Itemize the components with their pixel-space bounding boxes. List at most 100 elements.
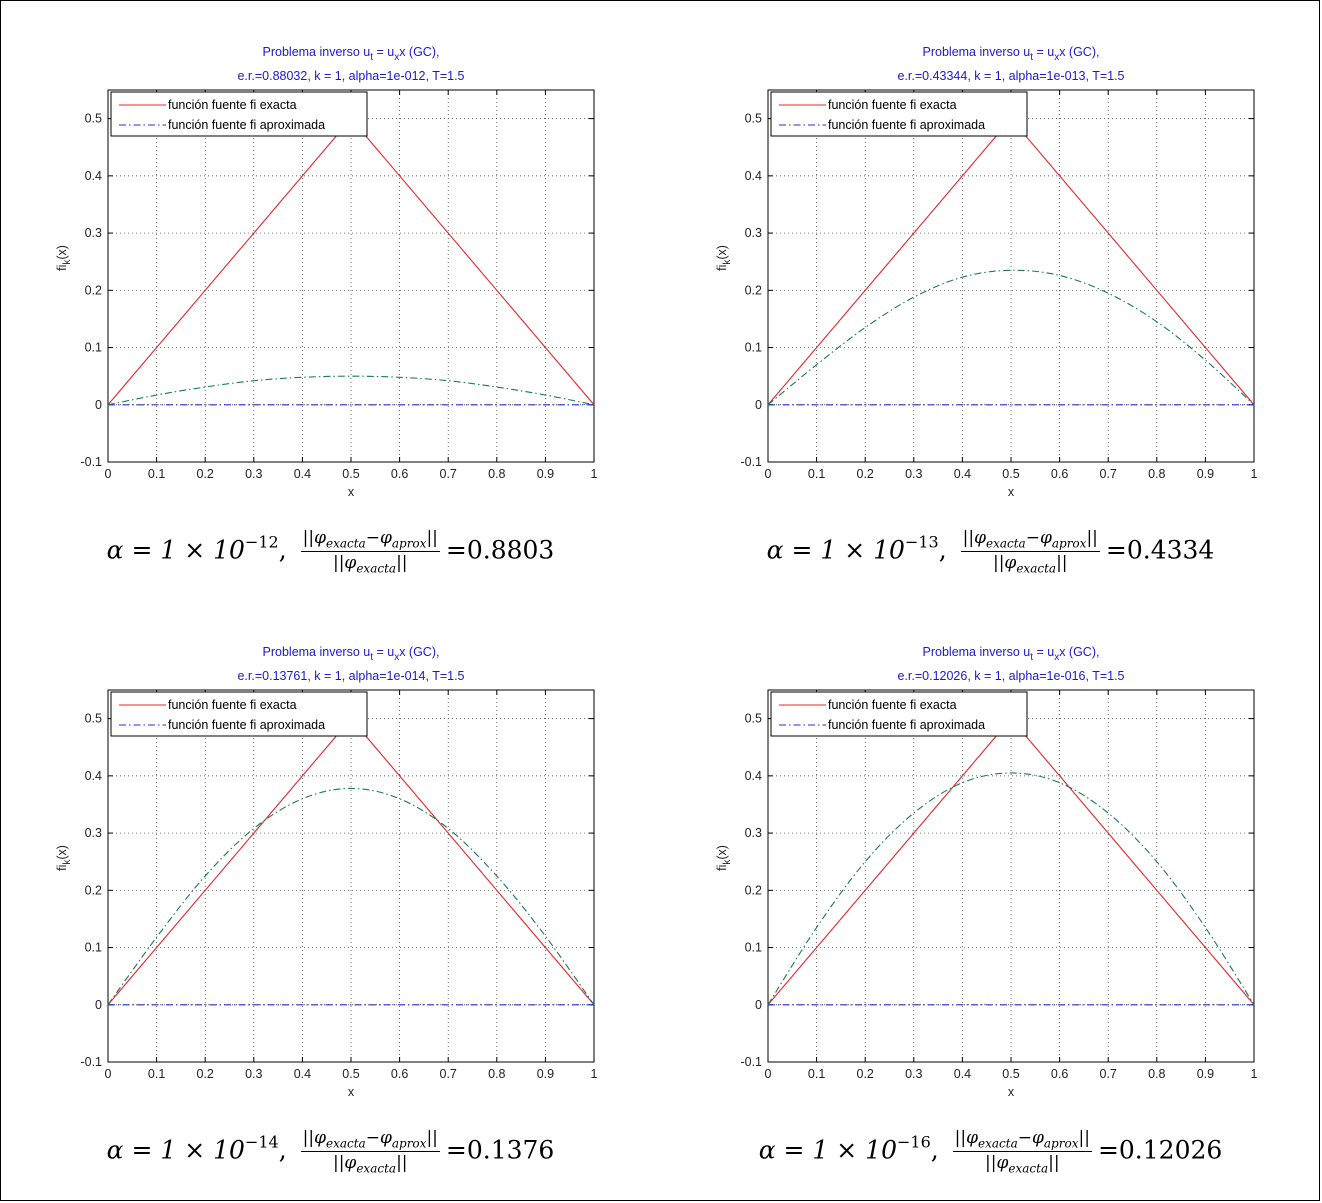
legend-label-1: función fuente fi exacta — [828, 698, 957, 712]
caption-denominator: ||φexacta|| — [332, 1153, 408, 1176]
x-tick-label: 0.9 — [1197, 1067, 1214, 1081]
caption-alpha: α = 1 × 10 — [758, 1135, 897, 1165]
caption-value: =0.4334 — [1105, 535, 1215, 565]
x-axis-label: x — [1008, 485, 1015, 499]
chart-svg-1: 0 0.1 0.2 0.3 0.4 0.5 0.6 0.7 0.8 0.9 1-0.100.10.2… — [55, 45, 598, 499]
x-tick-label: 0 — [105, 1067, 112, 1081]
legend-box — [770, 691, 1028, 737]
legend-label-1: función fuente fi exacta — [168, 98, 297, 112]
x-tick-label: 1 — [591, 1067, 598, 1081]
x-tick-label: 0.1 — [148, 467, 165, 481]
y-tick-label: 0.3 — [745, 826, 762, 840]
y-tick-label: 0.1 — [85, 341, 102, 355]
legend-box — [110, 691, 368, 737]
caption-denominator: ||φexacta|| — [985, 1153, 1060, 1176]
x-tick-label: 0.1 — [148, 1067, 165, 1081]
legend-label-2: función fuente fi aproximada — [168, 118, 325, 132]
y-tick-label: 0.1 — [85, 941, 102, 955]
legend-box — [770, 91, 1028, 137]
caption-denominator: ||φexacta|| — [992, 553, 1068, 576]
y-tick-label: 0.5 — [85, 112, 102, 126]
x-tick-label: 1 — [591, 467, 598, 481]
y-tick-label: 0.5 — [85, 712, 102, 726]
chart-subtitle: e.r.=0.43344, k = 1, alpha=1e-013, T=1.5 — [897, 69, 1124, 83]
x-tick-label: 0.6 — [391, 1067, 408, 1081]
x-tick-label: 0.3 — [245, 467, 262, 481]
y-tick-label: 0.2 — [745, 883, 762, 897]
y-tick-label: 0.4 — [85, 169, 102, 183]
caption-denominator: ||φexacta|| — [332, 553, 408, 576]
chart-panel-2: 0 0.1 0.2 0.3 0.4 0.5 0.6 0.7 0.8 0.9 1 -0.1 0 0.1 0.2… — [660, 0, 1321, 600]
caption-fraction: ||φexacta−φaprox|| ||φexacta|| — [952, 1128, 1092, 1176]
y-tick-label: -0.1 — [740, 1055, 762, 1069]
x-tick-label: 0.1 — [808, 467, 825, 481]
chart-subtitle: e.r.=0.12026, k = 1, alpha=1e-016, T=1.5 — [897, 669, 1124, 683]
legend-label-1: función fuente fi exacta — [828, 98, 957, 112]
x-tick-label: 0.9 — [537, 467, 554, 481]
y-tick-label: 0.1 — [745, 941, 762, 955]
caption-value: =0.12026 — [1097, 1135, 1223, 1165]
y-tick-label: 0.5 — [745, 112, 762, 126]
x-tick-label: 0.1 — [808, 1067, 825, 1081]
x-tick-label: 0.7 — [1100, 1067, 1117, 1081]
x-axis-label: x — [348, 1085, 355, 1099]
chart-panel-3: 0 0.1 0.2 0.3 0.4 0.5 0.6 0.7 0.8 0.9 1 -0.1 0 0.1 0.2… — [0, 600, 661, 1200]
x-tick-label: 0.7 — [440, 467, 457, 481]
x-tick-label: 0 — [765, 467, 772, 481]
x-tick-label: 0.4 — [954, 1067, 971, 1081]
chart-title: Problema inverso ut = uxx (GC), — [263, 45, 440, 63]
caption-3: α = 1 × 10−14, ||φexacta−φaprox|| ||φexac… — [106, 1128, 555, 1176]
y-tick-label: 0.3 — [85, 226, 102, 240]
y-tick-label: -0.1 — [740, 455, 762, 469]
legend-label-2: función fuente fi aproximada — [828, 118, 985, 132]
x-tick-label: 0.4 — [954, 467, 971, 481]
x-tick-label: 0.3 — [245, 1067, 262, 1081]
x-tick-label: 1 — [1251, 467, 1258, 481]
chart-subtitle: e.r.=0.13761, k = 1, alpha=1e-014, T=1.5 — [237, 669, 464, 683]
y-tick-label: 0.4 — [85, 769, 102, 783]
caption-fraction: ||φexacta−φaprox|| ||φexacta|| — [300, 528, 440, 576]
caption-alpha: α = 1 × 10 — [766, 535, 905, 565]
y-tick-label: 0.3 — [745, 226, 762, 240]
caption-fraction: ||φexacta−φaprox|| ||φexacta|| — [300, 1128, 440, 1176]
chart-svg-3: 0 0.1 0.2 0.3 0.4 0.5 0.6 0.7 0.8 0.9 1-0.100.10.2… — [55, 645, 598, 1099]
caption-numerator: ||φexacta−φaprox|| — [952, 1128, 1092, 1153]
x-tick-label: 0.2 — [857, 1067, 874, 1081]
caption-alpha: α = 1 × 10 — [106, 535, 245, 565]
caption-4: α = 1 × 10−16, ||φexacta−φaprox|| ||φexac… — [758, 1128, 1223, 1176]
chart-title: Problema inverso ut = uxx (GC), — [923, 645, 1100, 663]
caption-value: =0.8803 — [445, 535, 555, 565]
chart-panel-1: 0 0.1 0.2 0.3 0.4 0.5 0.6 0.7 0.8 0.9 1 -0.1 0 0.1 0.2… — [0, 0, 661, 600]
legend-label-1: función fuente fi exacta — [168, 698, 297, 712]
caption-2: α = 1 × 10−13, ||φexacta−φaprox|| ||φexac… — [766, 528, 1215, 576]
plot-area — [108, 90, 594, 462]
y-axis-label: fik(x) — [55, 845, 73, 871]
x-tick-label: 0.8 — [488, 467, 505, 481]
x-tick-label: 0.8 — [1148, 1067, 1165, 1081]
x-tick-label: 0.6 — [1051, 467, 1068, 481]
y-tick-label: 0.4 — [745, 169, 762, 183]
x-tick-label: 0.2 — [197, 467, 214, 481]
x-tick-label: 0.5 — [342, 467, 359, 481]
y-tick-label: 0 — [95, 998, 102, 1012]
x-tick-label: 0.3 — [905, 467, 922, 481]
y-tick-label: 0.2 — [745, 283, 762, 297]
x-tick-label: 0.4 — [294, 467, 311, 481]
x-tick-label: 0 — [765, 1067, 772, 1081]
chart-title: Problema inverso ut = uxx (GC), — [923, 45, 1100, 63]
y-tick-label: 0.2 — [85, 883, 102, 897]
series-line-3 — [767, 269, 1255, 406]
chart-title: Problema inverso ut = uxx (GC), — [263, 645, 440, 663]
chart-svg-2: 0 0.1 0.2 0.3 0.4 0.5 0.6 0.7 0.8 0.9 1-0.100.10.2… — [715, 45, 1258, 499]
legend-box — [110, 91, 368, 137]
plot-area — [108, 690, 594, 1062]
x-tick-label: 0.6 — [1051, 1067, 1068, 1081]
y-axis-label: fik(x) — [715, 245, 733, 271]
plot-area — [768, 90, 1254, 462]
y-tick-label: 0 — [755, 998, 762, 1012]
x-tick-label: 0.8 — [488, 1067, 505, 1081]
y-tick-label: -0.1 — [80, 1055, 102, 1069]
y-axis-label: fik(x) — [715, 845, 733, 871]
x-tick-label: 0.5 — [1002, 1067, 1019, 1081]
y-axis-label: fik(x) — [55, 245, 73, 271]
